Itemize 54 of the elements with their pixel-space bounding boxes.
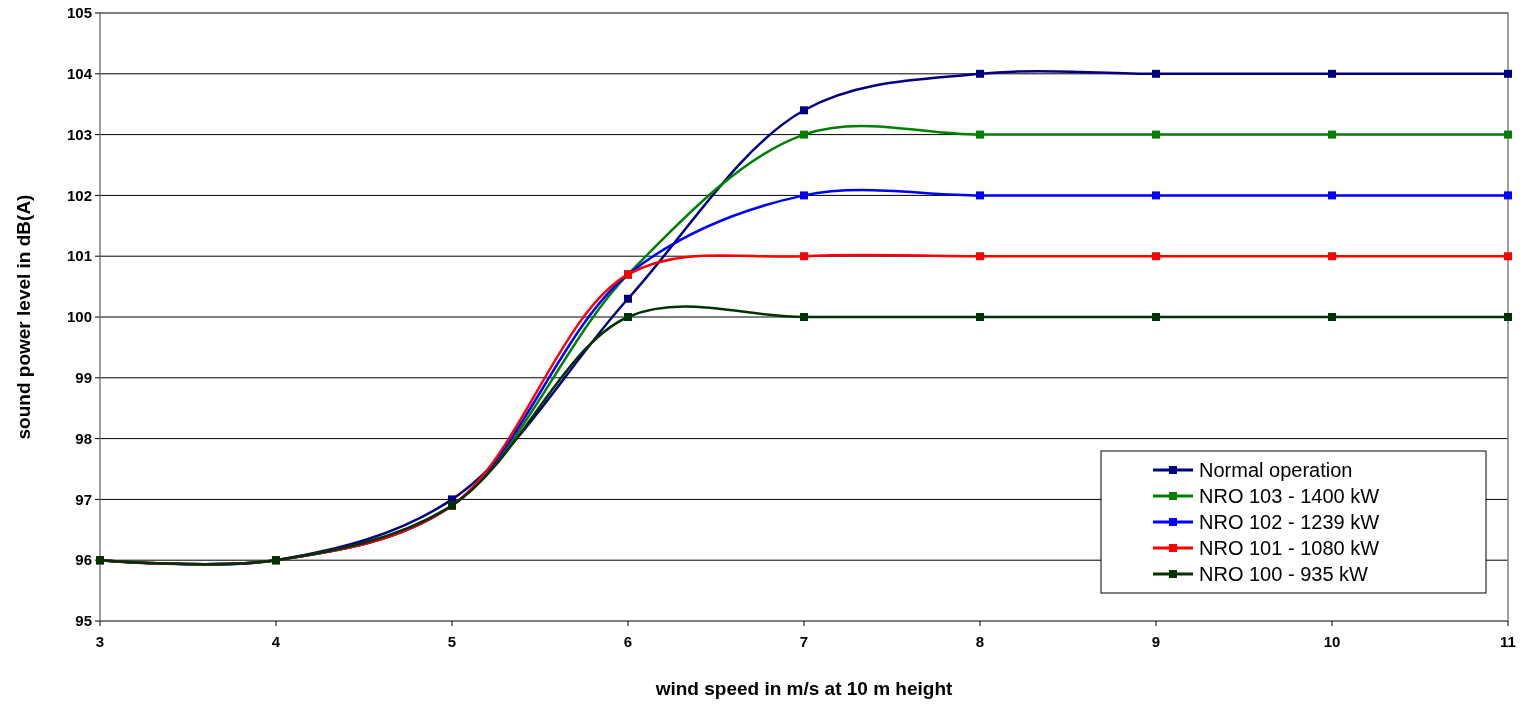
point [1152, 191, 1160, 200]
x-axis-title: wind speed in m/s at 10 m height [654, 678, 954, 699]
y-tick-label: 99 [75, 369, 92, 387]
point [800, 130, 808, 139]
legend-label: NRO 101 - 1080 kW [1199, 537, 1380, 559]
x-tick-label: 3 [95, 633, 105, 650]
point [976, 69, 984, 78]
point [624, 313, 632, 321]
x-tick-label: 4 [271, 633, 281, 650]
point [1328, 69, 1336, 78]
point [800, 313, 808, 321]
legend-label: NRO 102 - 1239 kW [1199, 511, 1380, 533]
point [1504, 191, 1512, 200]
point [976, 252, 984, 261]
y-tick-label: 97 [75, 490, 92, 508]
y-tick-label: 102 [66, 186, 92, 204]
point [1328, 130, 1336, 139]
point [976, 130, 984, 139]
legend-label: NRO 103 - 1400 kW [1199, 485, 1380, 507]
point [1328, 313, 1336, 321]
x-tick-label: 8 [975, 633, 985, 650]
y-tick-label: 96 [75, 551, 92, 569]
x-tick-label: 5 [447, 633, 457, 650]
point [800, 252, 808, 261]
point [976, 313, 984, 321]
x-tick-label: 6 [623, 633, 633, 650]
point [1504, 313, 1512, 321]
y-tick-label: 100 [66, 308, 92, 326]
point [1504, 252, 1512, 261]
x-tick-label: 11 [1500, 633, 1516, 650]
legend-label: Normal operation [1199, 459, 1353, 481]
point [800, 106, 808, 115]
x-tick-label: 10 [1323, 633, 1341, 650]
point [1328, 191, 1336, 200]
point [800, 191, 808, 200]
point [1504, 69, 1512, 78]
y-tick-label: 101 [66, 247, 92, 265]
point [1152, 69, 1160, 78]
y-tick-label: 104 [66, 65, 93, 83]
x-tick-label: 9 [1151, 633, 1161, 650]
y-axis-title: sound power level in dB(A) [13, 194, 34, 440]
point [976, 191, 984, 200]
point [1152, 252, 1160, 261]
y-tick-label: 98 [75, 429, 92, 447]
legend-label: NRO 100 - 935 kW [1199, 563, 1369, 585]
point [1152, 313, 1160, 321]
y-tick-label: 105 [66, 4, 92, 22]
point [1152, 130, 1160, 139]
point [1504, 130, 1512, 139]
point [1328, 252, 1336, 261]
x-tick-label: 7 [799, 633, 809, 650]
y-tick-label: 95 [75, 612, 92, 630]
point [624, 294, 632, 303]
y-tick-label: 103 [66, 125, 92, 143]
